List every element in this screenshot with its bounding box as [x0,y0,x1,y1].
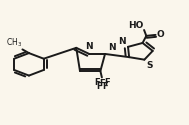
Text: N: N [108,42,116,51]
Text: N: N [118,37,125,46]
Text: O: O [157,30,165,39]
Text: F: F [96,82,102,91]
Text: F: F [94,78,99,87]
Text: S: S [146,61,153,70]
Text: F: F [102,82,108,91]
Text: CH$_3$: CH$_3$ [5,37,22,49]
Text: F: F [104,78,110,87]
Text: F: F [100,79,105,88]
Text: N: N [85,42,93,50]
Text: HO: HO [128,20,143,30]
